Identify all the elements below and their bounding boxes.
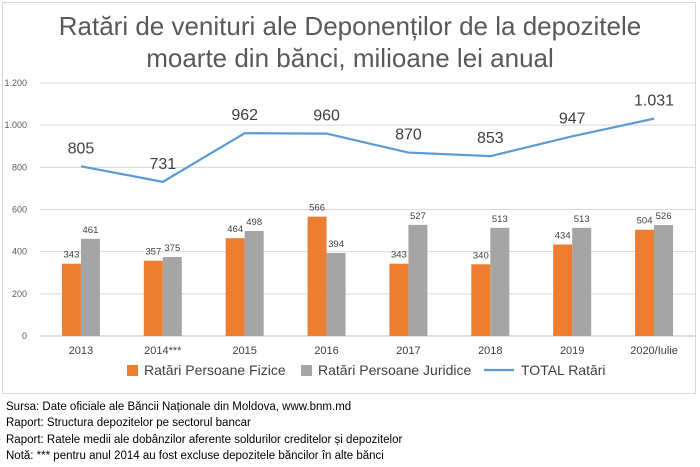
bar-persoane-fizice: [307, 216, 327, 336]
legend-label-juridice: Ratări Persoane Juridice: [318, 362, 472, 378]
total-value-label: 805: [68, 140, 95, 157]
bar-label-juridice: 498: [246, 217, 262, 228]
legend-swatch-juridice: [301, 365, 312, 376]
bar-label-fizice: 340: [473, 250, 489, 261]
legend-swatch-fizice: [127, 365, 138, 376]
bar-persoane-juridice: [408, 224, 428, 336]
bar-label-fizice: 504: [637, 216, 653, 227]
note-report-2: Raport: Ratele medii ale dobânzilor afer…: [6, 433, 403, 446]
bar-persoane-juridice: [654, 225, 674, 336]
grid-layer: 0 200 400 600 800 1.000 1.200: [4, 78, 695, 341]
bar-persoane-fizice: [61, 263, 81, 336]
x-category-label: 2017: [396, 345, 420, 357]
total-value-label: 947: [559, 110, 586, 127]
x-category-label: 2013: [69, 345, 93, 357]
bar-persoane-juridice: [572, 227, 592, 336]
bar-persoane-juridice: [80, 238, 100, 336]
total-line: [80, 117, 655, 183]
chart-frame: Ratări de venituri ale Deponenților de l…: [2, 2, 696, 394]
bar-label-fizice: 343: [64, 250, 80, 261]
total-value-label: 962: [231, 107, 258, 124]
bars-layer: [61, 216, 674, 336]
bar-persoane-juridice: [244, 231, 264, 336]
source-notes: Sursa: Date oficiale ale Băncii Național…: [6, 399, 402, 464]
bar-persoane-fizice: [471, 264, 491, 336]
y-tick-label: 0: [22, 331, 27, 341]
y-tick-label: 600: [12, 205, 27, 215]
bar-persoane-juridice: [490, 227, 510, 336]
chart-title-line-2: moarte din bănci, milioane lei anual: [146, 43, 554, 73]
legend-label-total: TOTAL Ratări: [521, 362, 606, 378]
total-value-label: 731: [149, 156, 176, 173]
bar-label-juridice: 375: [164, 243, 180, 254]
x-category-label: 2016: [314, 345, 338, 357]
y-tick-label: 800: [12, 162, 27, 172]
total-value-label: 853: [477, 130, 504, 147]
total-value-label: 1.031: [634, 93, 674, 110]
bar-persoane-fizice: [553, 244, 573, 336]
x-category-label: 2014***: [144, 345, 182, 357]
bar-persoane-fizice: [389, 263, 409, 336]
bar-label-fizice: 566: [309, 203, 325, 214]
bar-label-juridice: 513: [574, 214, 590, 225]
x-category-label: 2018: [478, 345, 502, 357]
bar-persoane-fizice: [225, 238, 245, 336]
note-report-1: Raport: Structura depozitelor pe sectoru…: [6, 417, 251, 430]
line-layer: [80, 117, 655, 183]
bar-persoane-fizice: [143, 260, 163, 336]
note-source: Sursa: Date oficiale ale Băncii Național…: [6, 401, 352, 413]
bar-label-fizice: 464: [227, 224, 243, 235]
bar-persoane-juridice: [326, 252, 346, 336]
bar-persoane-juridice: [162, 256, 182, 336]
y-tick-label: 400: [12, 247, 27, 257]
note-footnote: Notă: *** pentru anul 2014 au fost exclu…: [6, 449, 384, 462]
bar-label-juridice: 461: [83, 225, 99, 236]
bar-label-juridice: 526: [656, 211, 672, 222]
bar-label-fizice: 434: [555, 230, 571, 241]
bar-label-juridice: 394: [328, 239, 344, 250]
x-category-label: 2020/Iulie: [630, 345, 678, 357]
x-category-label: 2015: [232, 345, 256, 357]
x-category-label: 2019: [560, 345, 584, 357]
chart-title-line-1: Ratări de venituri ale Deponenților de l…: [59, 11, 641, 41]
y-tick-label: 1.200: [4, 78, 27, 88]
total-value-label: 870: [395, 127, 422, 144]
bar-persoane-fizice: [635, 229, 655, 336]
bar-label-juridice: 527: [410, 211, 426, 222]
y-tick-label: 1.000: [4, 120, 27, 130]
chart-svg: Ratări de venituri ale Deponenților de l…: [4, 11, 695, 378]
y-tick-label: 200: [12, 289, 27, 299]
legend: Ratări Persoane Fizice Ratări Persoane Ju…: [127, 362, 606, 378]
bar-label-fizice: 357: [145, 247, 161, 258]
bar-label-fizice: 343: [391, 250, 407, 261]
total-value-label: 960: [313, 108, 340, 125]
legend-label-fizice: Ratări Persoane Fizice: [144, 362, 286, 378]
bar-label-juridice: 513: [492, 214, 508, 225]
